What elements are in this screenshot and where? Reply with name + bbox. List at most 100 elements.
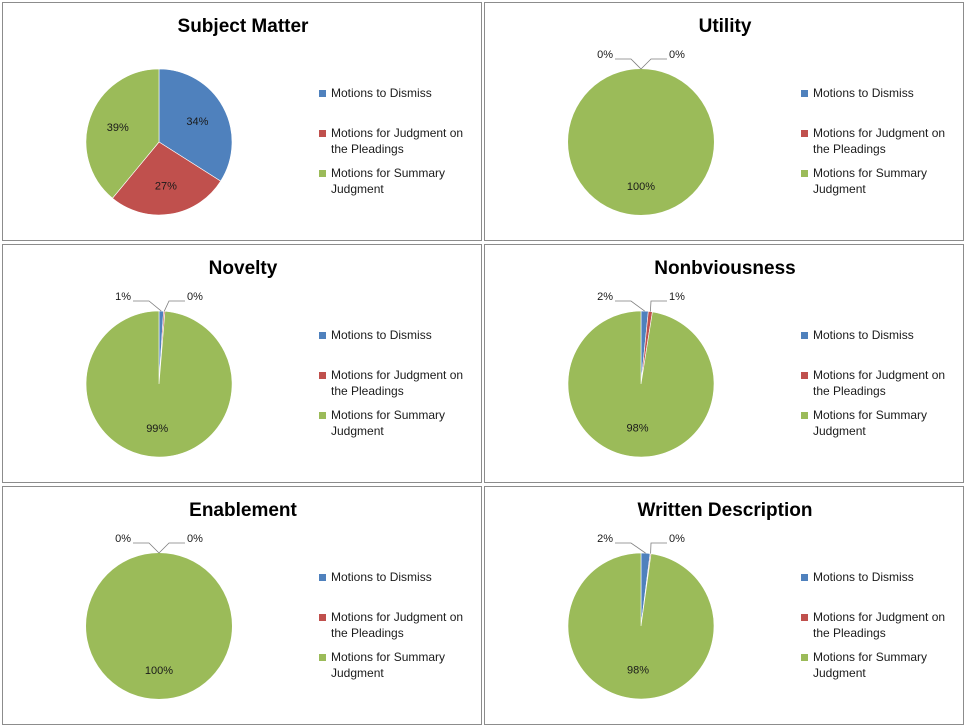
legend-label: Motions for Judgment on the Pleadings xyxy=(331,126,464,156)
legend: Motions to Dismiss Motions for Judgment o… xyxy=(801,569,961,689)
legend-item-motions-for-summary-judgment: Motions for Summary Judgment xyxy=(319,407,479,447)
leader-line xyxy=(640,58,667,70)
pie-slice-motions-for-summary-judgment xyxy=(568,69,714,215)
leader-line xyxy=(649,300,667,312)
legend-item-motions-for-judgment-on-the-pleadings: Motions for Judgment on the Pleadings xyxy=(319,609,479,649)
legend-label: Motions for Judgment on the Pleadings xyxy=(813,610,946,640)
legend-item-motions-for-summary-judgment: Motions for Summary Judgment xyxy=(319,165,479,205)
legend-item-motions-for-summary-judgment: Motions for Summary Judgment xyxy=(801,407,961,447)
pie-slice-motions-for-summary-judgment xyxy=(567,552,715,700)
leader-line xyxy=(615,542,646,554)
data-label: 0% xyxy=(597,49,613,61)
legend-label: Motions for Judgment on the Pleadings xyxy=(813,368,946,398)
legend: Motions to Dismiss Motions for Judgment o… xyxy=(319,327,479,447)
legend-label: Motions to Dismiss xyxy=(813,570,914,584)
legend-label: Motions for Summary Judgment xyxy=(813,166,928,196)
pie-chart-utility: 0% 0% 100% xyxy=(568,49,714,215)
legend-label: Motions for Judgment on the Pleadings xyxy=(331,610,464,640)
data-label: 1% xyxy=(669,291,685,303)
legend-item-motions-to-dismiss: Motions to Dismiss xyxy=(319,85,479,125)
legend-swatch xyxy=(319,574,326,581)
legend-label: Motions for Summary Judgment xyxy=(813,650,928,680)
pie-chart-enablement: 0% 0% 100% xyxy=(86,533,232,699)
legend-swatch xyxy=(801,614,808,621)
data-label: 2% xyxy=(597,291,613,303)
pie-chart-nonbviousness: 2% 1% 98% xyxy=(567,291,715,458)
legend-label: Motions to Dismiss xyxy=(331,570,432,584)
legend-swatch xyxy=(801,412,808,419)
legend-swatch xyxy=(801,90,808,97)
legend-item-motions-to-dismiss: Motions to Dismiss xyxy=(801,569,961,609)
chart-title: Novelty xyxy=(208,258,278,279)
legend-swatch xyxy=(319,372,326,379)
chart-title: Utility xyxy=(698,16,752,37)
legend: Motions to Dismiss Motions for Judgment o… xyxy=(319,85,479,205)
data-label: 100% xyxy=(627,181,655,193)
chart-title: Enablement xyxy=(189,500,297,521)
chart-panel-written-description: 2% 0% 98% Written Description Motions to Dis… xyxy=(484,486,964,725)
legend-item-motions-for-summary-judgment: Motions for Summary Judgment xyxy=(801,649,961,689)
legend-label: Motions for Judgment on the Pleadings xyxy=(813,126,946,156)
data-label: 39% xyxy=(107,122,129,134)
legend-swatch xyxy=(801,574,808,581)
pie-slice-motions-to-dismiss xyxy=(158,68,233,182)
legend-label: Motions to Dismiss xyxy=(331,86,432,100)
legend-label: Motions for Summary Judgment xyxy=(813,408,928,438)
legend: Motions to Dismiss Motions for Judgment o… xyxy=(801,327,961,447)
leader-line xyxy=(133,542,160,554)
leader-line xyxy=(133,300,162,312)
data-label: 0% xyxy=(187,533,203,545)
pie-slice-motions-for-judgment-on-the-pleadings xyxy=(112,141,222,216)
legend-item-motions-to-dismiss: Motions to Dismiss xyxy=(801,85,961,125)
legend-item-motions-for-judgment-on-the-pleadings: Motions for Judgment on the Pleadings xyxy=(319,367,479,407)
data-label: 34% xyxy=(186,116,208,128)
legend-item-motions-to-dismiss: Motions to Dismiss xyxy=(319,327,479,367)
legend-swatch xyxy=(319,614,326,621)
pie-slice-motions-for-summary-judgment xyxy=(85,310,233,458)
legend-item-motions-for-judgment-on-the-pleadings: Motions for Judgment on the Pleadings xyxy=(801,125,961,165)
legend-swatch xyxy=(801,654,808,661)
legend-swatch xyxy=(801,332,808,339)
legend: Motions to Dismiss Motions for Judgment o… xyxy=(801,85,961,205)
data-label: 0% xyxy=(669,533,685,545)
legend-item-motions-to-dismiss: Motions to Dismiss xyxy=(801,327,961,367)
legend-swatch xyxy=(319,170,326,177)
legend-item-motions-for-summary-judgment: Motions for Summary Judgment xyxy=(801,165,961,205)
legend-swatch xyxy=(319,654,326,661)
legend-swatch xyxy=(319,332,326,339)
data-label: 2% xyxy=(597,533,613,545)
pie-chart-written-description: 2% 0% 98% xyxy=(567,533,715,700)
legend-label: Motions to Dismiss xyxy=(813,328,914,342)
legend-item-motions-for-judgment-on-the-pleadings: Motions for Judgment on the Pleadings xyxy=(801,367,961,407)
chart-panel-subject-matter: 34% 27% 39% Subject Matter Motions to Dismis… xyxy=(2,2,482,241)
leader-line xyxy=(615,58,642,70)
legend-swatch xyxy=(801,170,808,177)
legend-swatch xyxy=(801,130,808,137)
legend-item-motions-for-summary-judgment: Motions for Summary Judgment xyxy=(319,649,479,689)
chart-title: Subject Matter xyxy=(177,16,309,37)
chart-panel-enablement: 0% 0% 100% Enablement Motions to Dismiss Moti… xyxy=(2,486,482,725)
chart-panel-utility: 0% 0% 100% Utility Motions to Dismiss Motions… xyxy=(484,2,964,241)
pie-slice-motions-for-summary-judgment xyxy=(86,553,232,699)
legend-label: Motions for Summary Judgment xyxy=(331,166,446,196)
pie-chart-subject-matter: 34% 27% 39% xyxy=(85,68,233,216)
chart-panel-nonbviousness: 2% 1% 98% Nonbviousness Motions to Dismiss Mo… xyxy=(484,244,964,483)
legend-swatch xyxy=(801,372,808,379)
leader-line xyxy=(163,300,185,312)
legend-item-motions-to-dismiss: Motions to Dismiss xyxy=(319,569,479,609)
data-label: 99% xyxy=(146,423,168,435)
legend-label: Motions for Judgment on the Pleadings xyxy=(331,368,464,398)
data-label: 98% xyxy=(627,423,649,435)
data-label: 0% xyxy=(115,533,131,545)
leader-line xyxy=(615,300,645,312)
legend-item-motions-for-judgment-on-the-pleadings: Motions for Judgment on the Pleadings xyxy=(319,125,479,165)
legend-swatch xyxy=(319,90,326,97)
legend-label: Motions to Dismiss xyxy=(331,328,432,342)
chart-title: Nonbviousness xyxy=(654,258,796,279)
pie-slice-motions-for-summary-judgment xyxy=(567,310,715,458)
data-label: 27% xyxy=(155,180,177,192)
pie-chart-novelty: 1% 0% 99% xyxy=(85,291,233,458)
chart-title: Written Description xyxy=(637,500,813,521)
legend-label: Motions for Summary Judgment xyxy=(331,408,446,438)
legend-swatch xyxy=(319,412,326,419)
